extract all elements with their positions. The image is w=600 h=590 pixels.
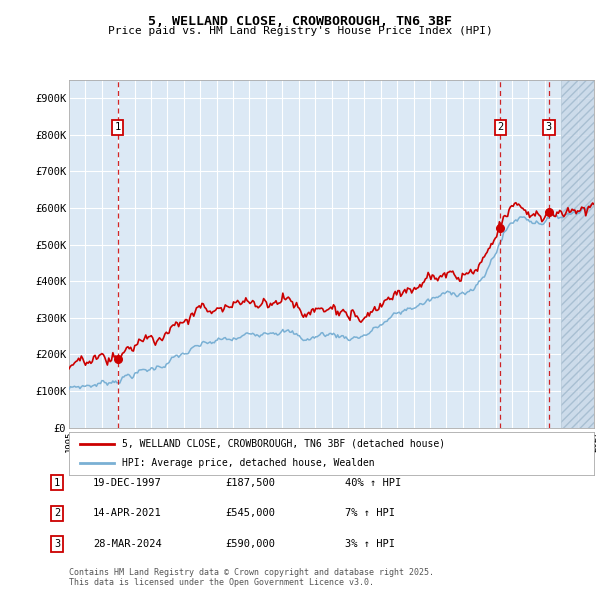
Text: 1: 1 — [54, 478, 60, 487]
Text: 1: 1 — [115, 122, 121, 132]
Text: Price paid vs. HM Land Registry's House Price Index (HPI): Price paid vs. HM Land Registry's House … — [107, 26, 493, 36]
Text: £187,500: £187,500 — [225, 478, 275, 487]
Text: HPI: Average price, detached house, Wealden: HPI: Average price, detached house, Weal… — [121, 458, 374, 468]
Text: £590,000: £590,000 — [225, 539, 275, 549]
Text: 5, WELLAND CLOSE, CROWBOROUGH, TN6 3BF (detached house): 5, WELLAND CLOSE, CROWBOROUGH, TN6 3BF (… — [121, 439, 445, 449]
Text: Contains HM Land Registry data © Crown copyright and database right 2025.
This d: Contains HM Land Registry data © Crown c… — [69, 568, 434, 587]
Text: 2: 2 — [497, 122, 503, 132]
Text: £545,000: £545,000 — [225, 509, 275, 518]
Text: 3: 3 — [546, 122, 552, 132]
Text: 14-APR-2021: 14-APR-2021 — [93, 509, 162, 518]
Text: 28-MAR-2024: 28-MAR-2024 — [93, 539, 162, 549]
Text: 3: 3 — [54, 539, 60, 549]
Text: 3% ↑ HPI: 3% ↑ HPI — [345, 539, 395, 549]
Bar — [561, 80, 594, 428]
Text: 40% ↑ HPI: 40% ↑ HPI — [345, 478, 401, 487]
Text: 7% ↑ HPI: 7% ↑ HPI — [345, 509, 395, 518]
Text: 5, WELLAND CLOSE, CROWBOROUGH, TN6 3BF: 5, WELLAND CLOSE, CROWBOROUGH, TN6 3BF — [148, 15, 452, 28]
Text: 2: 2 — [54, 509, 60, 518]
Text: 19-DEC-1997: 19-DEC-1997 — [93, 478, 162, 487]
